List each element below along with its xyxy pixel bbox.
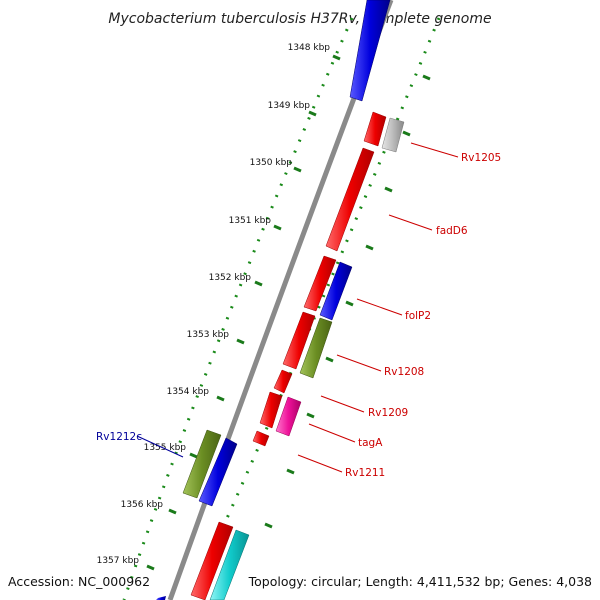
gene-label-fadD6[interactable]: fadD6: [436, 225, 468, 237]
kbp-label: 1349 kbp: [268, 101, 311, 111]
gene-Rv1212c[interactable]: [182, 429, 222, 499]
minor-tick-marks: [264, 74, 431, 529]
kbp-label: 1354 kbp: [167, 387, 210, 397]
gene-red-small[interactable]: [273, 369, 293, 394]
kbp-label: 1352 kbp: [209, 273, 252, 283]
gene-blue-1356[interactable]: [198, 437, 238, 507]
gene-label-Rv1211[interactable]: Rv1211: [345, 467, 385, 479]
gene-red[interactable]: [363, 111, 387, 147]
kbp-labels: 1348 kbp 1349 kbp 1350 kbp 1351 kbp 1352…: [97, 43, 331, 566]
gene-Rv1209[interactable]: [259, 391, 283, 429]
kbp-label: 1348 kbp: [288, 43, 331, 53]
accession-text: Accession: NC_000962: [8, 574, 150, 589]
gene-label-Rv1209[interactable]: Rv1209: [368, 407, 408, 419]
label-leaders: [136, 142, 459, 473]
gene-label-Rv1208[interactable]: Rv1208: [384, 366, 424, 378]
kbp-label: 1357 kbp: [97, 556, 140, 566]
gene-fadD6[interactable]: [325, 147, 375, 252]
gene-label-Rv1205[interactable]: Rv1205: [461, 152, 501, 164]
gene-cyan-bottom[interactable]: [209, 529, 250, 600]
gene-red-left-1208[interactable]: [282, 311, 316, 370]
gene-labels: Rv1205 fadD6 folP2 Rv1208 Rv1209 tagA Rv…: [96, 152, 501, 479]
gene-red-bottom[interactable]: [190, 521, 234, 600]
kbp-label: 1351 kbp: [229, 216, 272, 226]
gene-label-tagA[interactable]: tagA: [358, 437, 383, 449]
gene-label-Rv1212c[interactable]: Rv1212c: [96, 431, 142, 443]
gene-grey[interactable]: [381, 117, 405, 153]
kbp-label: 1355 kbp: [144, 443, 187, 453]
kbp-label: 1350 kbp: [250, 158, 293, 168]
kbp-tick-marks: [146, 54, 341, 571]
gene-folP2[interactable]: [319, 261, 353, 321]
gene-Rv1208[interactable]: [299, 317, 333, 379]
gene-blue-bottom[interactable]: [156, 596, 166, 600]
genome-summary-text: Topology: circular; Length: 4,411,532 bp…: [248, 574, 592, 589]
kbp-label: 1353 kbp: [187, 330, 230, 340]
gene-Rv1211[interactable]: [252, 430, 270, 447]
gene-blue-top[interactable]: [349, 0, 391, 102]
kbp-label: 1356 kbp: [121, 500, 164, 510]
gene-features: [156, 0, 405, 600]
inner-dotted-track: [122, 17, 354, 600]
map-title: Mycobacterium tuberculosis H37Rv, comple…: [108, 11, 491, 27]
gene-red-folP2-left[interactable]: [303, 255, 337, 312]
gene-tagA[interactable]: [275, 396, 302, 437]
gene-label-folP2[interactable]: folP2: [405, 310, 431, 322]
